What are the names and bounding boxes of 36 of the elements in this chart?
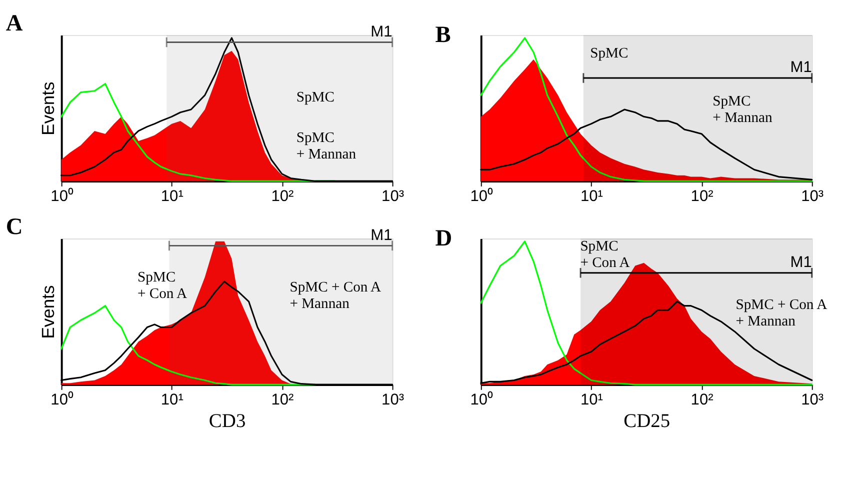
chart-title: B (435, 22, 451, 48)
x-tick-label: 10² (690, 188, 714, 206)
x-tick-label: 10¹ (580, 188, 603, 206)
band-label: M1 (370, 226, 392, 244)
x-tick-label: 10⁰ (470, 187, 494, 206)
x-axis-title: CD25 (624, 410, 670, 432)
x-tick-label: 10² (271, 188, 294, 206)
x-tick-label: 10³ (382, 392, 404, 408)
x-tick-label: 10² (271, 392, 294, 408)
chart-title: C (6, 214, 23, 240)
band-label: M1 (370, 23, 392, 40)
x-tick-label: 10¹ (160, 392, 184, 408)
annotation: SpMC + Con A + Mannan (290, 280, 382, 312)
x-axis-title: CD3 (208, 410, 246, 432)
x-tick-label: 10³ (801, 392, 824, 408)
x-tick-label: 10³ (801, 188, 824, 206)
x-tick-label: 10³ (382, 188, 404, 206)
annotation: SpMC (590, 45, 628, 62)
x-tick-label: 10⁰ (50, 187, 74, 206)
x-tick-label: 10¹ (580, 392, 603, 408)
annotation: SpMC (296, 89, 334, 106)
annotation: SpMC + Mannan (296, 130, 357, 163)
x-tick-label: 10⁰ (50, 390, 74, 408)
x-tick-label: 10¹ (160, 188, 184, 206)
annotation: SpMC + Con A + Mannan (736, 297, 828, 330)
x-tick-label: 10² (690, 392, 714, 408)
chart-title: D (435, 225, 452, 252)
annotation: SpMC + Con A (137, 269, 188, 302)
chart-title: A (6, 10, 23, 37)
y-axis-title: Events (38, 285, 58, 339)
band-label: M1 (790, 254, 812, 272)
band-label: M1 (790, 59, 812, 76)
x-tick-label: 10⁰ (470, 390, 494, 408)
y-axis-title: Events (38, 82, 58, 136)
annotation: SpMC + Mannan (712, 94, 773, 126)
annotation: SpMC + Con A (580, 238, 630, 272)
